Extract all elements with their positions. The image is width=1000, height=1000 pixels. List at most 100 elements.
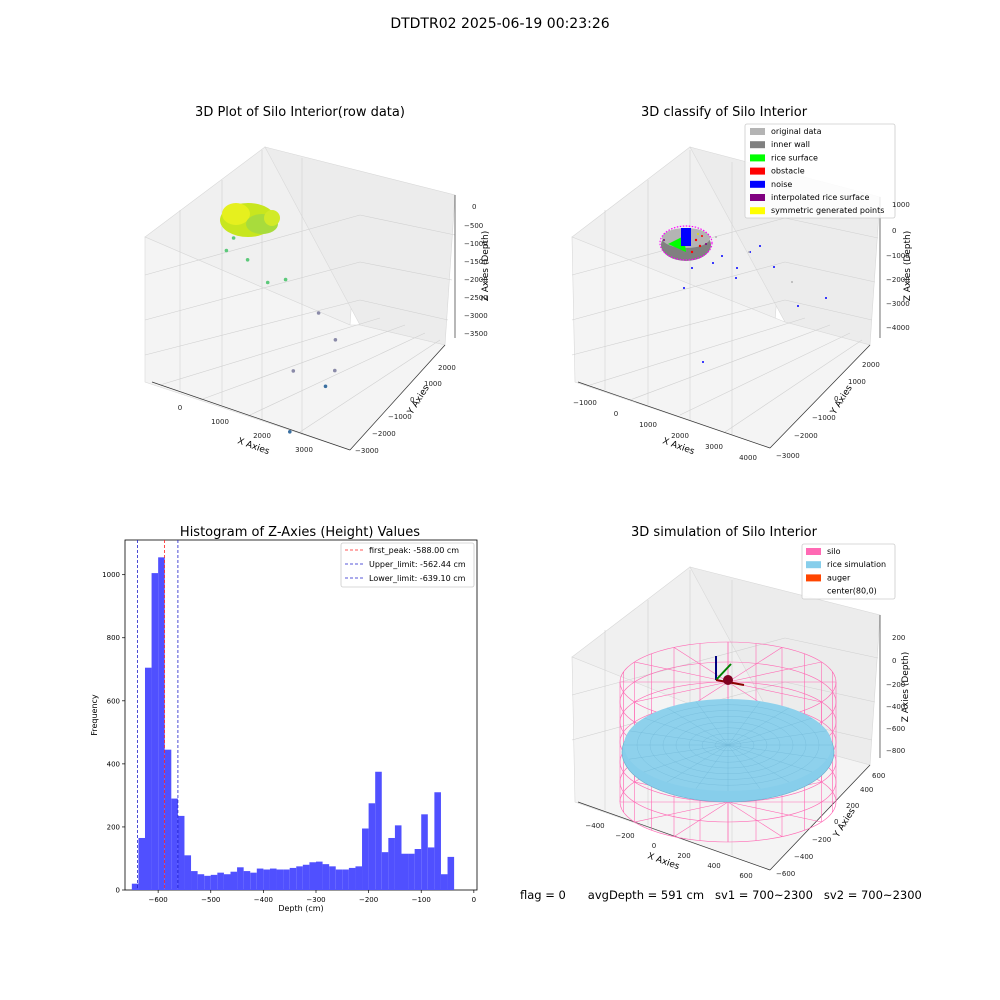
rice-mesh-spoke xyxy=(727,730,827,746)
raw-3d-ztick: −2500 xyxy=(464,294,488,302)
histogram-xtick-label: −600 xyxy=(149,896,168,904)
legend-swatch xyxy=(750,128,765,135)
histogram-ytick-label: 600 xyxy=(107,697,120,705)
raw-3d-point xyxy=(291,369,296,373)
histogram-bar xyxy=(368,803,376,890)
raw-3d-xtick: 2000 xyxy=(253,432,271,440)
histogram-bar xyxy=(348,867,356,890)
simulation-3d-ytick: 600 xyxy=(872,772,885,780)
histogram-bar xyxy=(237,867,244,890)
raw-3d-point xyxy=(333,368,337,373)
raw-3d-ztick: −3500 xyxy=(464,330,488,338)
rice-mesh-spoke xyxy=(727,701,761,746)
legend-swatch xyxy=(750,141,765,149)
silo-cap-spoke xyxy=(634,661,729,683)
raw-3d-point xyxy=(333,338,338,342)
simulation-3d-ytick: −600 xyxy=(776,870,795,878)
histogram-bar xyxy=(151,573,159,890)
histogram-xtick-label: −400 xyxy=(254,896,273,904)
classify-3d-ztick: 1000 xyxy=(892,201,910,209)
raw-3d-point xyxy=(245,258,250,262)
histogram-ytick-label: 800 xyxy=(107,634,120,642)
legend-label: obstacle xyxy=(771,167,805,176)
histogram-bar xyxy=(316,861,323,890)
simulation-3d-ytick: −400 xyxy=(794,853,813,861)
raw-3d-point xyxy=(316,311,321,315)
legend-swatch xyxy=(750,167,765,175)
subplot-simulation-3d: 3D simulation of Silo Interior xyxy=(571,525,911,880)
raw-3d-ztick: −1500 xyxy=(464,258,488,266)
legend-swatch xyxy=(806,574,821,582)
histogram-y-ticks: 0 200 400 600 800 1000 xyxy=(102,571,125,895)
simulation-3d-z-ticks: 200 0 −200 −400 −600 −800 xyxy=(886,634,905,755)
raw-3d-point xyxy=(224,248,229,253)
raw-3d-point xyxy=(288,430,292,434)
raw-3d-title: 3D Plot of Silo Interior(row data) xyxy=(195,105,405,120)
rice-mesh-spoke xyxy=(695,744,729,789)
classify-3d-silo-cluster xyxy=(659,225,713,261)
silo-cap-spoke xyxy=(727,647,783,683)
simulation-3d-ytick: −200 xyxy=(812,836,831,844)
simulation-3d-auger xyxy=(715,656,745,686)
histogram-ytick-label: 0 xyxy=(116,887,120,895)
histogram-x-ticks: −600 −500 −400 −300 −200 −100 0 xyxy=(149,890,476,904)
histogram-bar xyxy=(263,869,270,890)
histogram-bar xyxy=(296,866,303,890)
histogram-xtick-label: 0 xyxy=(472,896,476,904)
classify-3d-ytick: −1000 xyxy=(812,414,836,422)
histogram-bar xyxy=(217,872,224,890)
legend-label: noise xyxy=(771,180,792,189)
classify-3d-original-points xyxy=(715,236,793,283)
histogram-bar xyxy=(269,868,277,890)
simulation-3d-ytick: 200 xyxy=(846,802,859,810)
rice-mesh-spoke xyxy=(727,744,790,783)
raw-3d-ytick: −2000 xyxy=(372,430,396,438)
histogram-bar xyxy=(131,883,139,890)
classify-3d-ztick: −3000 xyxy=(886,300,910,308)
histogram-xtick-label: −100 xyxy=(412,896,431,904)
simulation-3d-ztick: −200 xyxy=(886,681,905,689)
avg-depth-value: avgDepth = 591 cm xyxy=(587,888,705,902)
raw-3d-ytick: 2000 xyxy=(438,364,456,372)
raw-3d-point xyxy=(231,236,236,240)
simulation-3d-zlabel: Z Axies (Depth) xyxy=(901,652,911,723)
rice-mesh-spoke xyxy=(727,744,827,760)
raw-3d-ytick: −3000 xyxy=(355,447,379,455)
legend-swatch xyxy=(750,180,765,188)
simulation-3d-y-ticks: 600 400 200 0 −200 −400 −600 xyxy=(776,772,885,878)
histogram-bar xyxy=(164,749,172,890)
histogram-ytick-label: 1000 xyxy=(102,571,120,579)
histogram-bar xyxy=(394,825,402,890)
raw-3d-ytick: 1000 xyxy=(424,380,442,388)
histogram-bar xyxy=(421,814,428,890)
histogram-bar xyxy=(243,871,251,890)
rice-mesh-spoke xyxy=(727,744,813,773)
histogram-bar xyxy=(362,828,369,890)
simulation-3d-xtick: 400 xyxy=(707,862,720,870)
histogram-bars xyxy=(131,557,455,890)
simulation-3d-x-ticks: −400 −200 0 200 400 600 xyxy=(585,822,752,880)
raw-3d-point xyxy=(283,277,288,282)
classify-3d-ytick: −2000 xyxy=(794,432,818,440)
raw-3d-zlabel: Z Axies (Depth) xyxy=(481,231,491,302)
histogram-ytick-label: 400 xyxy=(107,760,120,768)
classify-3d-xtick: 2000 xyxy=(671,432,689,440)
rice-mesh-spoke xyxy=(666,707,729,746)
silo-cap-spoke xyxy=(634,681,729,703)
legend-swatch xyxy=(806,587,821,595)
raw-3d-axes xyxy=(151,195,456,451)
histogram-bar xyxy=(427,847,435,890)
legend-label: Lower_limit: -639.10 cm xyxy=(369,574,466,583)
histogram-bar xyxy=(408,853,415,890)
figure-title: DTDTR02 2025-06-19 00:23:26 xyxy=(390,16,610,32)
classify-3d-xtick: 3000 xyxy=(705,443,723,451)
legend-label: inner wall xyxy=(771,140,810,149)
classify-3d-z-ticks: 1000 0 −1000 −2000 −3000 −4000 xyxy=(886,201,910,332)
sv2-value: sv2 = 700~2300 xyxy=(823,888,922,902)
histogram-bar xyxy=(440,874,448,890)
histogram-bar xyxy=(204,875,211,890)
simulation-3d-ytick: 400 xyxy=(860,786,873,794)
legend-label: rice simulation xyxy=(827,560,886,569)
raw-3d-ytick: 0 xyxy=(410,396,414,404)
histogram-bar xyxy=(388,837,395,890)
